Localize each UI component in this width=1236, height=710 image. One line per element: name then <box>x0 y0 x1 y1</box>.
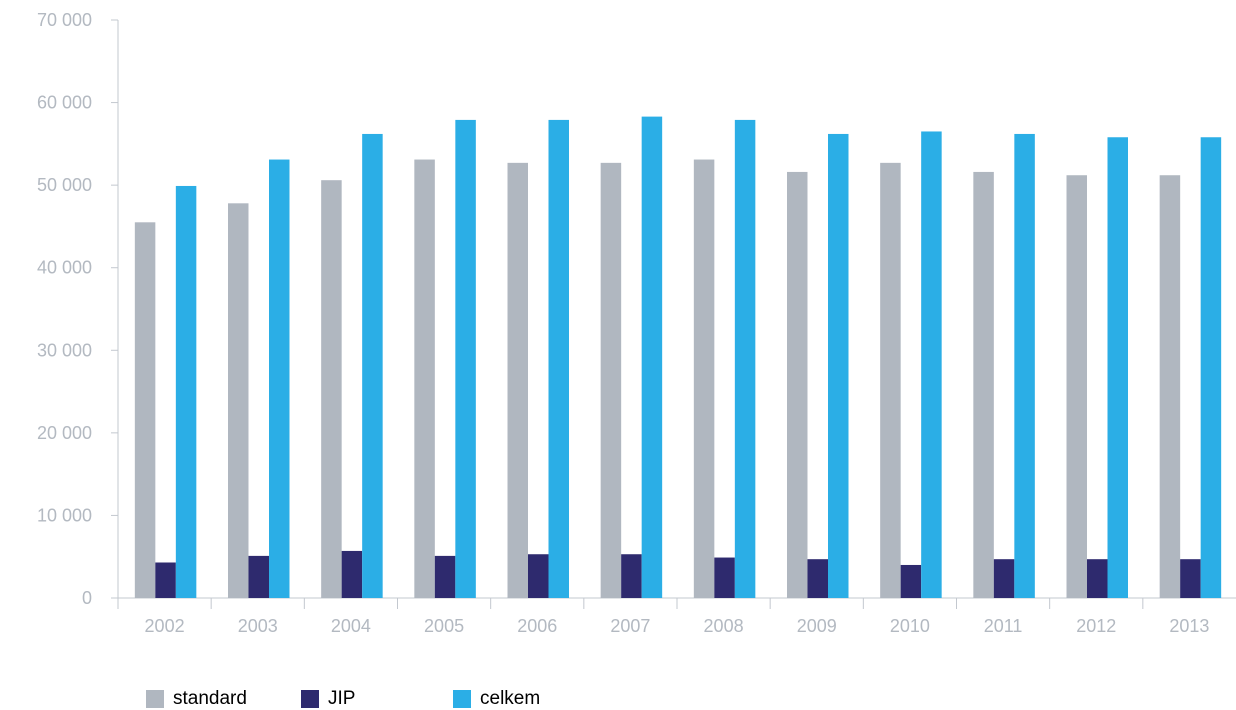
x-tick-label: 2002 <box>145 616 185 636</box>
x-axis: 2002 2003 2004 2005 2006 2007 2008 2009 2010 2011… <box>118 597 1236 636</box>
y-tick-label: 30 000 <box>37 340 92 360</box>
y-axis: 0 10 000 20 000 30 000 40 000 50 000 60 000 70 … <box>37 10 119 609</box>
bar-celkem-2006 <box>548 119 569 598</box>
bar-celkem-2010 <box>921 131 942 598</box>
bar-standard-2009 <box>787 171 808 598</box>
bar-jip-2012 <box>1087 559 1108 598</box>
bar-standard-2007 <box>600 162 622 598</box>
bar-standard-2013 <box>1159 175 1181 598</box>
legend-item-celkem: celkem <box>453 688 540 710</box>
x-tick-label: 2012 <box>1076 616 1116 636</box>
legend-swatch-celkem <box>453 690 471 708</box>
bar-standard-2006 <box>507 162 528 598</box>
bar-jip-2009 <box>807 559 828 598</box>
legend-label-standard: standard <box>173 688 247 709</box>
bar-celkem-2004 <box>362 133 383 598</box>
y-tick-label: 0 <box>82 588 92 608</box>
bar-standard-2010 <box>880 162 901 598</box>
bar-celkem-2011 <box>1014 133 1035 598</box>
y-tick-label: 60 000 <box>37 93 92 113</box>
x-tick-label: 2003 <box>238 616 278 636</box>
legend-label-celkem: celkem <box>480 688 541 709</box>
bar-celkem-2007 <box>641 116 663 598</box>
bar-jip-2004 <box>341 550 363 598</box>
bar-jip-2002 <box>155 562 176 598</box>
x-tick-label: 2005 <box>424 616 464 636</box>
x-tick-label: 2009 <box>797 616 837 636</box>
bar-celkem-2005 <box>455 119 476 598</box>
legend-swatch-standard <box>146 690 164 708</box>
x-tick-label: 2013 <box>1169 616 1209 636</box>
x-tick-label: 2007 <box>610 616 650 636</box>
x-tick-label: 2004 <box>331 616 371 636</box>
bar-standard-2008 <box>693 159 715 598</box>
y-tick-label: 10 000 <box>37 505 92 525</box>
legend-label-jip: JIP <box>328 688 356 709</box>
x-tick-label: 2011 <box>984 616 1023 636</box>
y-tick-label: 70 000 <box>37 10 92 30</box>
legend-item-jip: JIP <box>301 688 453 710</box>
bar-standard-2005 <box>414 159 435 598</box>
bar-jip-2011 <box>993 559 1015 598</box>
x-tick-label: 2010 <box>890 616 930 636</box>
bar-celkem-2002 <box>175 185 197 598</box>
y-tick-label: 40 000 <box>37 258 92 278</box>
bar-jip-2003 <box>248 555 269 598</box>
bar-celkem-2013 <box>1200 137 1222 598</box>
bars <box>134 116 1222 599</box>
bar-jip-2006 <box>528 554 549 598</box>
x-tick-label: 2008 <box>704 616 744 636</box>
bar-celkem-2003 <box>269 159 290 598</box>
bar-standard-2004 <box>321 180 342 598</box>
bar-jip-2008 <box>714 557 735 598</box>
bar-celkem-2012 <box>1107 137 1128 598</box>
y-tick-label: 50 000 <box>37 175 92 195</box>
bar-celkem-2008 <box>734 119 756 598</box>
bar-standard-2012 <box>1066 175 1087 598</box>
legend-item-standard: standard <box>146 688 301 710</box>
bar-standard-2011 <box>973 171 994 598</box>
bar-jip-2013 <box>1180 559 1201 598</box>
bar-standard-2003 <box>228 203 249 598</box>
legend-swatch-jip <box>301 690 319 708</box>
bar-celkem-2009 <box>828 133 849 598</box>
bar-standard-2002 <box>134 222 156 599</box>
y-tick-label: 20 000 <box>37 423 92 443</box>
bar-jip-2005 <box>434 555 456 598</box>
bar-jip-2010 <box>900 564 922 598</box>
bar-jip-2007 <box>621 554 642 598</box>
legend: standard JIP celkem <box>146 688 540 710</box>
x-tick-label: 2006 <box>517 616 557 636</box>
